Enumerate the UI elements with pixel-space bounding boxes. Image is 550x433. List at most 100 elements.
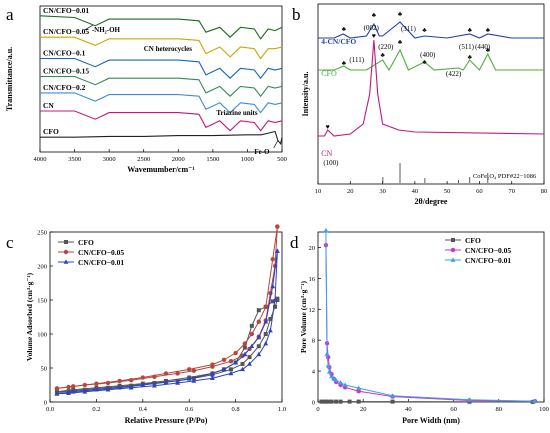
series-line xyxy=(325,245,536,402)
y-tick-label: 200 xyxy=(37,264,47,271)
x-tick-label: 4000 xyxy=(34,156,47,163)
data-point xyxy=(105,380,111,386)
club-symbol: ♣ xyxy=(468,54,473,61)
annotation: CN heterocycles xyxy=(144,45,193,53)
data-point xyxy=(356,388,361,394)
legend-label: CN/CFO−0.05 xyxy=(465,246,511,255)
data-point xyxy=(242,351,248,357)
x-tick-label: 40 xyxy=(405,406,412,413)
club-symbol: ♣ xyxy=(422,27,427,34)
annotation: -NH₂-OH xyxy=(92,26,121,34)
data-point xyxy=(263,340,269,346)
data-point xyxy=(152,374,157,380)
club-symbol: ♣ xyxy=(398,11,403,18)
series-label: CN/CFO−0.01 xyxy=(43,6,89,15)
data-point xyxy=(329,373,334,379)
data-point xyxy=(105,387,111,392)
heart-symbol: ♥ xyxy=(372,32,376,40)
data-point xyxy=(274,248,280,253)
y-tick-label: 150 xyxy=(37,298,47,305)
x-tick-label: 0.6 xyxy=(185,406,194,413)
legend-marker xyxy=(451,238,455,242)
reference-label: CoFe₂O₄ PDF#22−1086 xyxy=(473,173,537,180)
heart-symbol: ♥ xyxy=(326,123,330,131)
data-point xyxy=(94,381,99,386)
panel-a: a 4000 3500 3000 2500 2000 1500 1000 500 Wavemumb… xyxy=(5,5,287,174)
data-point xyxy=(263,332,268,336)
data-point xyxy=(82,382,88,388)
data-point xyxy=(247,361,252,366)
x-tick-label: 2000 xyxy=(172,156,185,163)
data-point xyxy=(152,383,157,388)
peak-label: (100) xyxy=(323,159,339,167)
panel-d: d 0 20 40 60 80 100 0 4 8 12 16 20 Pore Width (nm) Por… xyxy=(290,227,549,425)
data-point xyxy=(268,328,273,333)
y-tick-label: 50 xyxy=(41,366,48,373)
data-point xyxy=(242,345,247,350)
x-tick-label: 1000 xyxy=(241,156,254,163)
x-tick-label: 500 xyxy=(277,156,287,163)
y-tick-label: 12 xyxy=(309,307,316,314)
series-line xyxy=(318,21,544,39)
data-point xyxy=(233,359,238,365)
x-tick-label: 60 xyxy=(476,188,483,195)
data-point xyxy=(140,375,145,380)
peak-label: (002) xyxy=(364,24,380,32)
y-tick-label: 0 xyxy=(312,400,315,407)
data-point xyxy=(256,308,261,313)
data-point xyxy=(228,370,234,376)
data-point xyxy=(390,399,395,404)
x-tick-label: 60 xyxy=(450,406,457,413)
data-point xyxy=(249,343,255,349)
club-symbol: ♣ xyxy=(486,27,491,34)
y-axis-label: Intensity/a.u. xyxy=(301,72,310,117)
x-tick-label: 80 xyxy=(496,406,503,413)
x-axis-label: 2θ/degree xyxy=(415,197,448,206)
data-point xyxy=(329,399,334,404)
panel-a-frame xyxy=(39,5,283,153)
y-axis-label: Transmittance/a.u. xyxy=(5,47,14,111)
panel-c-frame xyxy=(49,231,283,403)
peak-label: (111) xyxy=(349,56,364,64)
legend-label: CN/CFO−0.05 xyxy=(78,248,124,257)
legend-label: CFO xyxy=(465,236,481,245)
data-point xyxy=(272,297,278,302)
y-tick-label: 20 xyxy=(309,245,316,252)
data-point xyxy=(210,375,215,380)
x-tick-label: 100 xyxy=(539,406,549,413)
peak-label: (311) xyxy=(401,25,417,33)
data-point xyxy=(321,399,326,404)
data-point xyxy=(228,359,234,364)
legend-label: CN/CFO−0.01 xyxy=(78,258,124,267)
y-tick-label: 16 xyxy=(309,276,316,283)
data-point xyxy=(240,361,245,366)
data-point xyxy=(152,380,157,385)
data-point xyxy=(356,385,362,390)
club-symbol: ♣ xyxy=(342,26,347,33)
x-tick-label: 2500 xyxy=(137,156,150,163)
series-label: CN xyxy=(43,101,54,110)
x-tick-label: 80 xyxy=(541,188,548,195)
data-point xyxy=(275,296,280,301)
data-point xyxy=(390,393,395,398)
peak-label: (400) xyxy=(420,51,436,59)
x-axis-label: Pore Width (nm) xyxy=(402,416,460,425)
x-axis-label: Wavemumber/cm⁻¹ xyxy=(127,165,195,174)
series-label: CFO xyxy=(321,69,337,78)
data-point xyxy=(129,378,134,383)
x-tick-label: 0.2 xyxy=(92,406,100,413)
annotation-arrow xyxy=(84,24,94,31)
series-line xyxy=(40,130,283,146)
data-point xyxy=(324,351,330,356)
x-tick-label: 3500 xyxy=(68,156,81,163)
series-label: CFO xyxy=(43,127,59,136)
annotation: Fe-O xyxy=(254,148,270,156)
data-point xyxy=(210,362,215,367)
data-point xyxy=(66,390,71,395)
data-point xyxy=(467,397,472,402)
x-tick-label: 0.0 xyxy=(46,406,54,413)
data-point xyxy=(117,378,122,384)
x-tick-label: 0 xyxy=(316,406,319,413)
x-tick-label: 1500 xyxy=(206,156,219,163)
x-tick-label: 20 xyxy=(347,188,354,195)
